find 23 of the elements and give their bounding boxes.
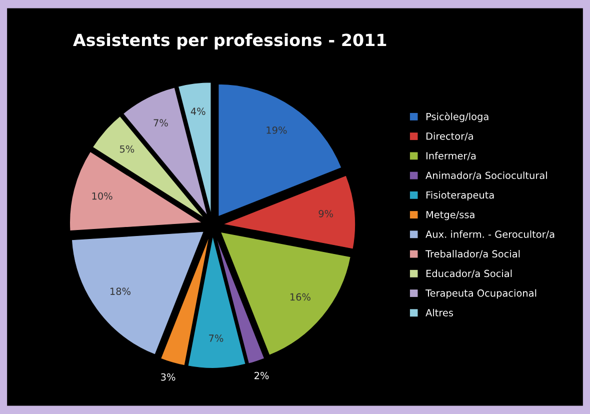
legend-label: Altres bbox=[426, 308, 454, 316]
data-label: 16% bbox=[290, 293, 310, 301]
chart-title: Assistents per professions - 2011 bbox=[73, 33, 386, 50]
data-label: 10% bbox=[92, 192, 112, 200]
data-label: 19% bbox=[266, 126, 287, 134]
legend-label: Fisioterapeuta bbox=[426, 191, 494, 201]
legend-label: Aux. inferm. - Gerocultor/a bbox=[426, 230, 554, 239]
data-label: 2% bbox=[254, 372, 269, 380]
data-label: 7% bbox=[154, 119, 168, 127]
data-label: 4% bbox=[190, 108, 206, 116]
data-label: 9% bbox=[318, 210, 333, 218]
legend-label: Metge/ssa bbox=[426, 211, 474, 220]
legend-label: Animador/a Sociocultural bbox=[426, 172, 547, 180]
legend-label: Infermer/a bbox=[426, 152, 476, 160]
data-label: 3% bbox=[161, 373, 176, 381]
legend-label: Educador/a Social bbox=[426, 270, 512, 278]
data-label: 18% bbox=[110, 288, 130, 296]
legend-label: Treballador/a Social bbox=[425, 250, 520, 258]
legend-label: Psicòleg/loga bbox=[426, 112, 488, 122]
legend-label: Director/a bbox=[426, 132, 473, 141]
legend-label: Terapeuta Ocupacional bbox=[425, 289, 536, 299]
data-label: 5% bbox=[120, 145, 134, 153]
data-label: 7% bbox=[209, 334, 224, 342]
